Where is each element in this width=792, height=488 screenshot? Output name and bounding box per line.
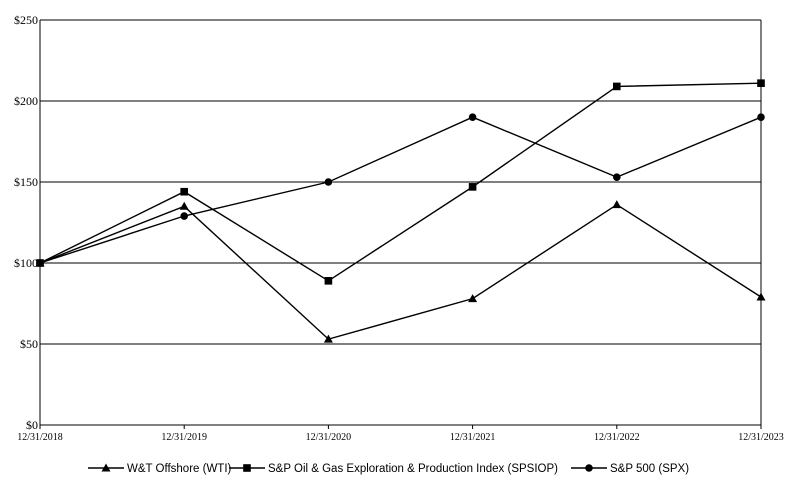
series-line — [39, 203, 762, 340]
gridlines — [40, 19, 761, 426]
series-lines — [35, 79, 766, 343]
y-axis: $0 $50 $100 $150 $200 $250 — [14, 13, 762, 432]
series-triangle — [35, 200, 766, 343]
data-point-triangle — [756, 292, 766, 301]
data-point-circle — [468, 113, 477, 121]
legend-marker-square — [243, 464, 251, 472]
y-tick-label: $50 — [20, 337, 38, 351]
y-tick-label: $0 — [26, 418, 38, 432]
x-tick-label: 12/31/2022 — [594, 432, 640, 443]
y-tick-label: $250 — [14, 13, 38, 27]
data-point-triangle — [468, 294, 478, 303]
data-point-circle — [324, 178, 333, 186]
data-point-square — [180, 187, 188, 196]
data-point-triangle — [323, 334, 333, 343]
y-tick-label: $100 — [14, 256, 38, 270]
x-tick-label: 12/31/2019 — [161, 432, 207, 443]
data-point-circle — [180, 212, 188, 220]
y-tick-label: $150 — [14, 175, 38, 189]
legend-item: S&P Oil & Gas Exploration & Production I… — [229, 463, 558, 475]
data-point-triangle — [612, 200, 622, 209]
data-point-square — [757, 79, 765, 87]
series-circle — [36, 113, 765, 267]
legend-marker-circle — [585, 464, 593, 472]
data-point-circle — [36, 259, 44, 267]
legend-label: W&T Offshore (WTI) — [127, 463, 232, 475]
legend-item: W&T Offshore (WTI) — [88, 463, 232, 475]
data-point-circle — [613, 173, 621, 181]
series-line — [39, 116, 762, 264]
legend-label: S&P 500 (SPX) — [610, 463, 689, 475]
series-line — [39, 82, 762, 282]
data-point-circle — [757, 113, 765, 121]
data-point-square — [324, 277, 333, 285]
legend-label: S&P Oil & Gas Exploration & Production I… — [268, 463, 558, 475]
x-tick-label: 12/31/2023 — [738, 432, 784, 443]
x-axis: 12/31/2018 12/31/2019 12/31/2020 12/31/2021… — [17, 425, 784, 443]
x-tick-label: 12/31/2020 — [306, 432, 352, 443]
x-tick-label: 12/31/2018 — [17, 432, 63, 443]
data-point-square — [468, 183, 477, 191]
data-point-triangle — [179, 201, 189, 210]
legend-marker-triangle — [101, 463, 111, 472]
legend: W&T Offshore (WTI) S&P Oil & Gas Explorat… — [88, 463, 689, 475]
data-point-square — [613, 82, 621, 91]
legend-item: S&P 500 (SPX) — [571, 463, 689, 475]
x-tick-label: 12/31/2021 — [450, 432, 496, 443]
y-tick-label: $200 — [14, 94, 38, 108]
